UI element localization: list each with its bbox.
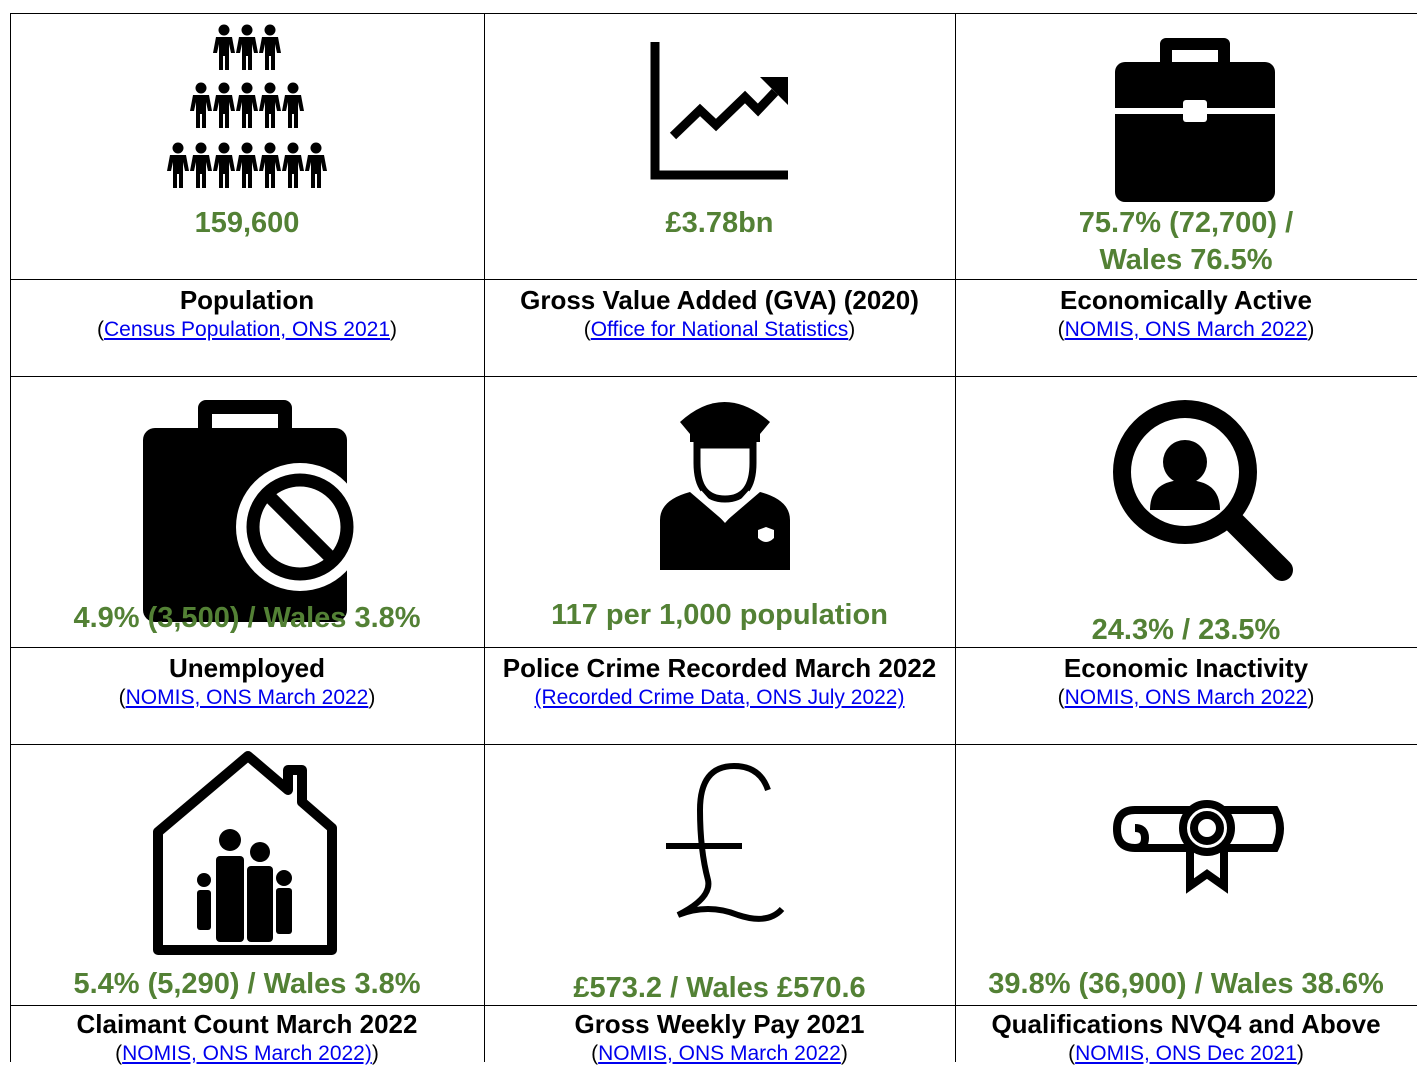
caption: Unemployed (NOMIS, ONS March 2022) (10, 651, 484, 713)
source-link[interactable]: (Recorded Crime Data, ONS July 2022) (534, 686, 905, 709)
stat-title: Economically Active (1060, 285, 1312, 315)
source: (NOMIS, ONS March 2022) (10, 683, 484, 713)
rule (10, 647, 1417, 648)
caption: Population (Census Population, ONS 2021) (10, 283, 484, 345)
rule (10, 13, 1417, 14)
stat-value: 5.4% (5,290) / Wales 3.8% (73, 968, 421, 1000)
stat-value: 159,600 (194, 207, 300, 239)
stat-title: Population (179, 285, 315, 315)
rule (10, 279, 1417, 280)
source: (Census Population, ONS 2021) (10, 315, 484, 345)
source-text: ( (1057, 686, 1065, 709)
source-text: ) (1307, 686, 1315, 709)
briefcase-icon (1115, 38, 1275, 202)
qualifications-icon (1112, 800, 1284, 894)
source: (NOMIS, ONS March 2022) (955, 315, 1417, 345)
caption: Gross Value Added (GVA) (2020) (Office fo… (520, 283, 920, 345)
source-text: ( (583, 318, 591, 341)
source: (NOMIS, ONS March 2022) (484, 1039, 955, 1069)
source-link[interactable]: NOMIS, ONS March 2022 (125, 686, 369, 709)
source-link[interactable]: NOMIS, ONS March 2022) (122, 1042, 372, 1065)
stat-title: Gross Value Added (GVA) (2020) (520, 285, 919, 315)
rule (10, 744, 1417, 745)
unemployed-icon (143, 400, 364, 622)
stat-title: Police Crime Recorded March 2022 (502, 653, 937, 683)
source-link[interactable]: NOMIS, ONS March 2022 (1064, 686, 1308, 709)
stat-title: Gross Weekly Pay 2021 (574, 1009, 865, 1039)
source-link[interactable]: Office for National Statistics (590, 318, 849, 341)
source-text: ( (115, 1042, 123, 1065)
source-text: ) (368, 686, 376, 709)
caption: Economic Inactivity (NOMIS, ONS March 202… (955, 651, 1417, 713)
caption: Economically Active (NOMIS, ONS March 202… (955, 283, 1417, 345)
rule (484, 13, 485, 1062)
stat-title: Claimant Count March 2022 (76, 1009, 418, 1039)
stat-title: Unemployed (168, 653, 326, 683)
source-text: ( (96, 318, 104, 341)
pound-icon (666, 762, 785, 922)
source-link[interactable]: Census Population, ONS 2021 (103, 318, 390, 341)
source: (Office for National Statistics) (520, 315, 920, 345)
caption: Police Crime Recorded March 2022 (Recorde… (500, 651, 940, 713)
source-link[interactable]: NOMIS, ONS March 2022 (598, 1042, 841, 1065)
stat-title: Qualifications NVQ4 and Above (991, 1009, 1381, 1039)
source: (NOMIS, ONS March 2022) (955, 683, 1417, 713)
stat-value: £3.78bn (665, 207, 774, 239)
source-text: ) (848, 318, 856, 341)
source-text: ( (1057, 318, 1065, 341)
source-link[interactable]: NOMIS, ONS Dec 2021 (1075, 1042, 1297, 1065)
stat-value: 39.8% (36,900) / Wales 38.6% (988, 968, 1384, 1000)
inactivity-icon (1113, 400, 1293, 581)
stat-value: 4.9% (3,500) / Wales 3.8% (73, 602, 421, 634)
source-text: ( (118, 686, 126, 709)
stat-value: 24.3% / 23.5% (1091, 614, 1281, 646)
caption: Qualifications NVQ4 and Above (NOMIS, ONS… (955, 1007, 1417, 1069)
caption: Claimant Count March 2022 (NOMIS, ONS Mar… (10, 1007, 484, 1069)
source-text: ) (390, 318, 397, 341)
police-icon (660, 402, 790, 570)
population-icon (167, 24, 327, 188)
rule (10, 1005, 1417, 1006)
caption: Gross Weekly Pay 2021 (NOMIS, ONS March 2… (484, 1007, 955, 1069)
rule (955, 13, 956, 1062)
stat-value: 75.7% (72,700) / Wales 76.5% (1078, 207, 1294, 276)
source-link[interactable]: NOMIS, ONS March 2022 (1064, 318, 1308, 341)
source-text: ) (840, 1042, 848, 1065)
rule (10, 13, 11, 1062)
stat-value: £573.2 / Wales £570.6 (573, 972, 866, 1004)
source-text: ( (591, 1042, 599, 1065)
source: (Recorded Crime Data, ONS July 2022) (500, 683, 940, 713)
stat-title: Economic Inactivity (1063, 653, 1309, 683)
rule (10, 376, 1417, 377)
source-text: ( (1068, 1042, 1076, 1065)
source-text: ) (1307, 318, 1315, 341)
claimant-icon (153, 751, 337, 955)
source: (NOMIS, ONS March 2022)) (10, 1039, 484, 1069)
stat-value: 117 per 1,000 population (551, 599, 888, 631)
gva-icon (650, 42, 788, 180)
source-text: ) (1296, 1042, 1304, 1065)
source: (NOMIS, ONS Dec 2021) (955, 1039, 1417, 1069)
source-text: ) (371, 1042, 379, 1065)
